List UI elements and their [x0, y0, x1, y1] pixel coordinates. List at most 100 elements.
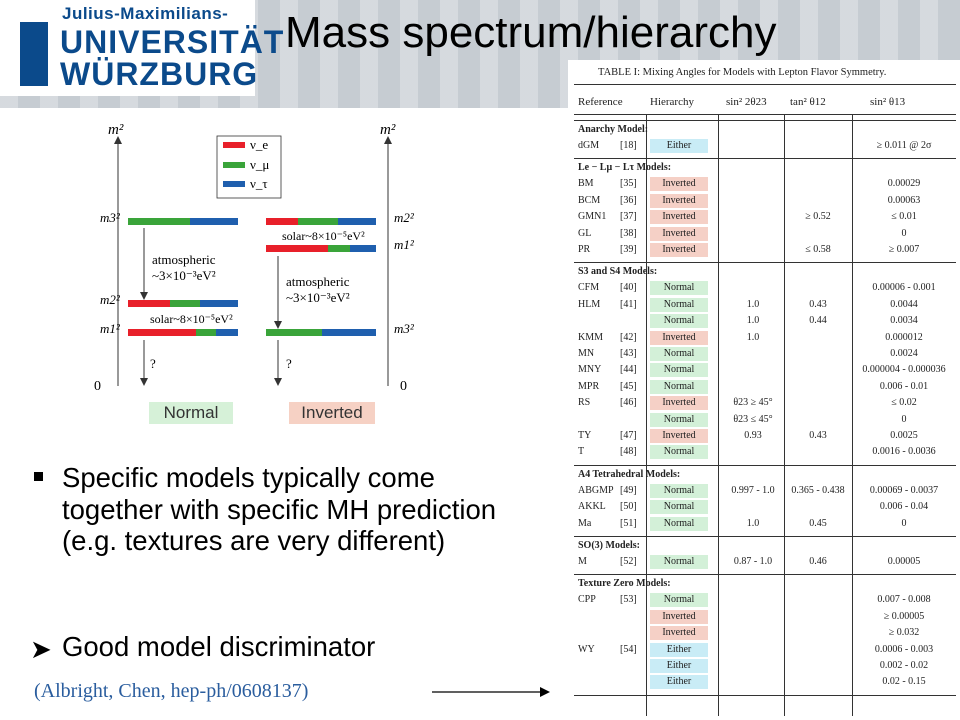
row-sin2-2theta23 — [722, 380, 784, 394]
row-tan2-theta12 — [786, 500, 850, 514]
row-reference: CFM — [578, 282, 600, 294]
row-sin2-theta13: 0.000012 — [885, 331, 923, 343]
row-reference: CPP — [578, 594, 596, 606]
column-header: Reference — [578, 96, 623, 108]
row-sin2-2theta23: 1.0 — [746, 331, 760, 343]
row-sin2-2theta23: 0.93 — [744, 430, 762, 441]
row-sin2-2theta23: θ23 ≥ 45° — [733, 397, 773, 409]
row-sin2-2theta23 — [722, 194, 784, 208]
row-sin2-2theta23 — [722, 500, 784, 514]
normal-m2-label: m2² — [100, 292, 121, 307]
row-sin2-2theta23 — [722, 659, 784, 673]
table-header-rule — [574, 114, 956, 115]
legend-label-nu-e: ν_e — [250, 137, 268, 152]
row-sin2-2theta23 — [722, 445, 784, 459]
normal-m3-level — [128, 218, 238, 225]
row-sin2-2theta23 — [722, 243, 784, 257]
inverted-m2-label: m2² — [394, 210, 415, 225]
section-divider — [574, 464, 956, 466]
row-sin2-2theta23: 1.0 — [746, 298, 760, 310]
row-citation: [52] — [620, 556, 637, 567]
left-zero-label: 0 — [94, 379, 101, 394]
row-tan2-theta12: ≤ 0.58 — [805, 244, 831, 255]
right-zero-label: 0 — [400, 379, 407, 394]
inverted-atm-line1: atmospheric — [286, 274, 350, 289]
table-column-divider — [646, 114, 647, 716]
row-tan2-theta12 — [786, 227, 850, 241]
table-caption: TABLE I: Mixing Angles for Models with L… — [598, 67, 887, 78]
row-reference: MPR — [578, 380, 600, 392]
row-sin2-2theta23 — [722, 626, 784, 640]
row-citation: [35] — [620, 178, 637, 190]
row-hierarchy-badge: Normal — [650, 297, 708, 312]
row-reference: RS — [578, 397, 591, 409]
row-hierarchy-badge: Normal — [650, 483, 708, 498]
row-sin2-theta13: 0.007 - 0.008 — [877, 594, 931, 606]
row-sin2-theta13: 0 — [901, 413, 907, 425]
row-reference: WY — [578, 643, 595, 655]
row-tan2-theta12 — [786, 445, 850, 459]
column-header: sin² 2θ23 — [726, 96, 767, 108]
row-tan2-theta12 — [786, 626, 850, 640]
inverted-solar-label: solar~8×10⁻⁵eV² — [282, 229, 365, 243]
inverted-hierarchy-label: Inverted — [289, 402, 375, 424]
inverted-atm-line2: ~3×10⁻³eV² — [286, 290, 350, 305]
row-tan2-theta12 — [786, 593, 850, 607]
bullet-specific-models: Specific models typically come together … — [62, 462, 497, 556]
row-reference: BM — [578, 178, 594, 190]
row-hierarchy-badge: Either — [650, 642, 708, 657]
header-banner: Julius-Maximilians- UNIVERSITÄT WÜRZBURG… — [0, 0, 960, 108]
column-header: tan² θ12 — [790, 96, 826, 108]
normal-question: ? — [150, 356, 156, 371]
row-hierarchy-badge: Either — [650, 659, 708, 673]
row-tan2-theta12 — [786, 380, 850, 394]
row-tan2-theta12: 0.43 — [809, 298, 827, 310]
row-sin2-theta13: 0.0034 — [890, 315, 918, 327]
inverted-m3-label: m3² — [394, 321, 415, 336]
row-hierarchy-badge: Normal — [650, 281, 708, 296]
row-reference: PR — [578, 244, 591, 255]
row-sin2-theta13: ≥ 0.00005 — [883, 610, 925, 622]
table-top-rule — [574, 84, 956, 85]
row-citation: [38] — [620, 227, 637, 239]
row-sin2-theta13: ≥ 0.032 — [888, 627, 920, 639]
row-citation: [42] — [620, 331, 637, 343]
row-tan2-theta12: 0.46 — [809, 556, 827, 567]
row-hierarchy-badge: Normal — [650, 593, 708, 608]
row-tan2-theta12 — [786, 675, 850, 689]
square-bullet-icon — [34, 472, 43, 481]
row-reference: TY — [578, 430, 592, 441]
row-tan2-theta12: 0.43 — [809, 430, 827, 441]
row-citation: [47] — [620, 430, 637, 441]
normal-hierarchy-label: Normal — [149, 402, 233, 424]
row-citation: [50] — [620, 501, 637, 513]
logo-text-line2: UNIVERSITÄT — [60, 24, 285, 60]
column-header: sin² θ13 — [870, 96, 906, 108]
row-reference: ABGMP — [578, 484, 614, 496]
logo-text-line1: Julius-Maximilians- — [62, 4, 229, 23]
row-citation: [36] — [620, 194, 637, 206]
normal-atm-line2: ~3×10⁻³eV² — [152, 268, 216, 283]
section-divider — [574, 262, 956, 264]
row-hierarchy-badge: Inverted — [650, 626, 708, 641]
row-hierarchy-badge: Normal — [650, 516, 708, 531]
row-hierarchy-badge: Inverted — [650, 210, 708, 225]
right-arrow-icon — [432, 687, 550, 697]
row-hierarchy-badge: Inverted — [650, 243, 708, 257]
table-column-divider — [784, 114, 785, 716]
row-sin2-2theta23 — [722, 210, 784, 224]
table-bottom-rule — [574, 694, 956, 696]
row-citation: [43] — [620, 348, 637, 359]
row-tan2-theta12 — [786, 659, 850, 673]
row-reference: GMN1 — [578, 211, 607, 223]
row-sin2-theta13: 0.002 - 0.02 — [879, 660, 929, 671]
row-sin2-theta13: 0.0006 - 0.003 — [874, 643, 934, 655]
row-citation: [39] — [620, 244, 637, 255]
row-sin2-2theta23 — [722, 177, 784, 191]
section-divider — [574, 536, 956, 537]
university-logo: Julius-Maximilians- UNIVERSITÄT WÜRZBURG — [0, 0, 283, 96]
row-citation: [44] — [620, 364, 637, 376]
normal-m1-level — [128, 329, 238, 336]
row-tan2-theta12 — [786, 331, 850, 345]
row-sin2-theta13: 0.0025 — [890, 430, 918, 441]
